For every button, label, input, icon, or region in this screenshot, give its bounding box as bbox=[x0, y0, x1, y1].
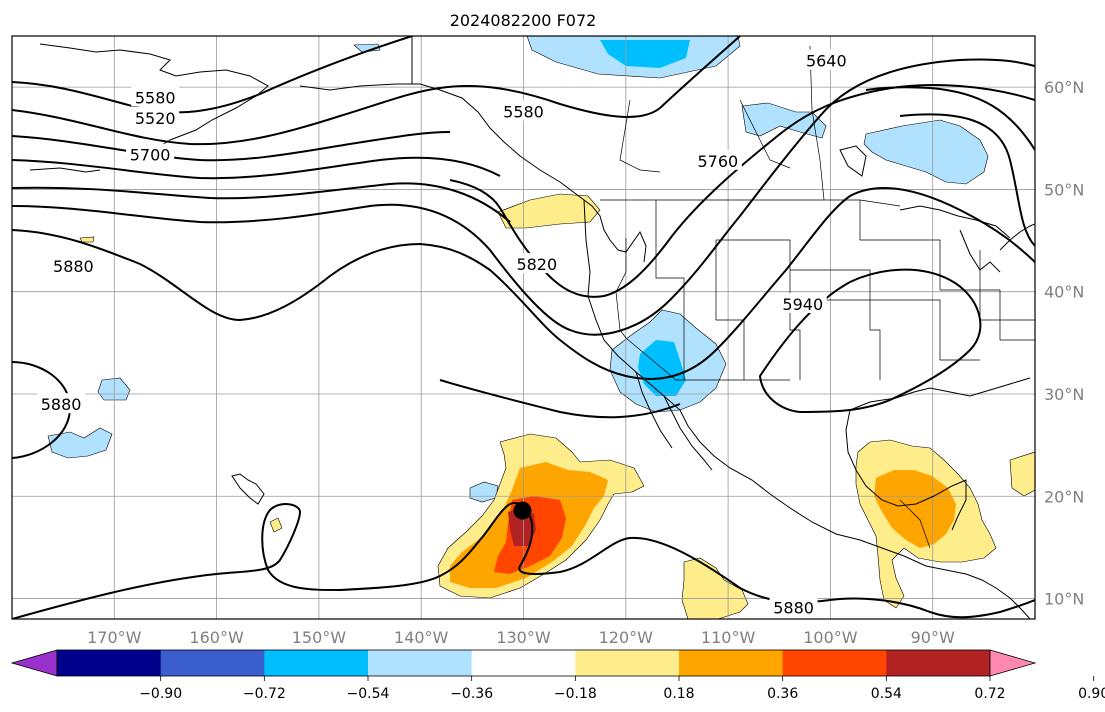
colorbar-tick-label: −0.36 bbox=[450, 686, 493, 702]
colorbar-segment bbox=[57, 650, 162, 676]
contour-label-background bbox=[131, 106, 180, 127]
contour-label: 5820 bbox=[516, 255, 557, 274]
latitude-label: 20°N bbox=[1044, 487, 1084, 506]
contour-label: 5520 bbox=[135, 109, 176, 128]
contour-label-background bbox=[126, 143, 175, 164]
latitude-label: 50°N bbox=[1044, 180, 1084, 199]
longitude-label: 110°W bbox=[701, 628, 756, 647]
height-contours bbox=[12, 36, 1035, 619]
contour-label-background bbox=[769, 596, 818, 617]
colorbar-tick-label: −0.54 bbox=[347, 686, 390, 702]
longitude-label: 150°W bbox=[292, 628, 347, 647]
colorbar-extend-low bbox=[10, 649, 58, 677]
contour-label: 5580 bbox=[503, 103, 544, 122]
colorbar-segment bbox=[679, 650, 784, 676]
contour-label-background bbox=[37, 393, 86, 414]
contour-label: 5940 bbox=[782, 295, 823, 314]
colorbar-tick-label: −0.18 bbox=[554, 686, 597, 702]
contour-label-background bbox=[693, 149, 742, 170]
longitude-label: 160°W bbox=[189, 628, 244, 647]
contour-label: 5640 bbox=[806, 52, 847, 71]
longitude-label: 170°W bbox=[87, 628, 142, 647]
colorbar-tick-label: 0.90 bbox=[1078, 686, 1105, 702]
colorbar-segment bbox=[575, 650, 680, 676]
contour-label-background bbox=[131, 86, 180, 107]
colorbar-tick-label: 0.18 bbox=[663, 686, 694, 702]
colorbar-tick-label: 0.54 bbox=[871, 686, 902, 702]
contour-label-background bbox=[778, 292, 827, 313]
colorbar-segment bbox=[471, 650, 576, 676]
longitude-label: 140°W bbox=[394, 628, 449, 647]
contour-label-background bbox=[499, 100, 548, 121]
latitude-labels: 60°N 50°N 40°N 30°N 20°N 10°N bbox=[1044, 78, 1084, 608]
colorbar-tick-label: 0.36 bbox=[767, 686, 798, 702]
longitude-label: 120°W bbox=[599, 628, 654, 647]
colorbar-tick-label: 0.72 bbox=[974, 686, 1005, 702]
contour-label-background bbox=[802, 49, 851, 70]
map-frame bbox=[11, 35, 1036, 620]
colorbar-segment bbox=[782, 650, 887, 676]
colorbar-extend-high bbox=[989, 649, 1037, 677]
colorbar-tick-labels: −0.90 −0.72 −0.54 −0.36 −0.18 0.18 0.36 0.54 0.7… bbox=[139, 676, 1105, 702]
contour-label: 5580 bbox=[135, 88, 176, 107]
colorbar-tick-label: −0.72 bbox=[243, 686, 286, 702]
longitude-label: 130°W bbox=[496, 628, 551, 647]
longitude-label: 90°W bbox=[911, 628, 955, 647]
latitude-label: 10°N bbox=[1044, 590, 1084, 609]
contour-label: 5880 bbox=[773, 599, 814, 618]
colorbar-segment bbox=[886, 650, 991, 676]
colorbar: −0.90 −0.72 −0.54 −0.36 −0.18 0.18 0.36 0.54 0.7… bbox=[10, 649, 1105, 702]
contour-labels: 5520 5580 5580 5640 5700 5760 5820 5880 5880 5880… bbox=[37, 49, 851, 618]
longitude-labels: 170°W 160°W 150°W 140°W 130°W 120°W 110°W 100°W… bbox=[87, 628, 955, 647]
storm-center-marker bbox=[513, 501, 532, 520]
contour-label: 5880 bbox=[41, 395, 82, 414]
contour-label: 5760 bbox=[698, 152, 739, 171]
latitude-label: 30°N bbox=[1044, 385, 1084, 404]
colorbar-tick-label: −0.90 bbox=[139, 686, 182, 702]
latitude-label: 60°N bbox=[1044, 78, 1084, 97]
contour-label-background bbox=[512, 253, 561, 274]
latitude-label: 40°N bbox=[1044, 283, 1084, 302]
colorbar-segment bbox=[264, 650, 369, 676]
colorbar-segments bbox=[56, 649, 991, 677]
map-area: 5520 5580 5580 5640 5700 5760 5820 5880 5880 5880… bbox=[12, 36, 1035, 619]
contour-label: 5700 bbox=[130, 146, 171, 165]
map-title: 2024082200 F072 bbox=[450, 11, 597, 30]
colorbar-segment bbox=[368, 650, 473, 676]
longitude-label: 100°W bbox=[803, 628, 858, 647]
contour-label: 5880 bbox=[53, 257, 94, 276]
colorbar-segment bbox=[160, 650, 265, 676]
contour-label-background bbox=[49, 255, 98, 276]
